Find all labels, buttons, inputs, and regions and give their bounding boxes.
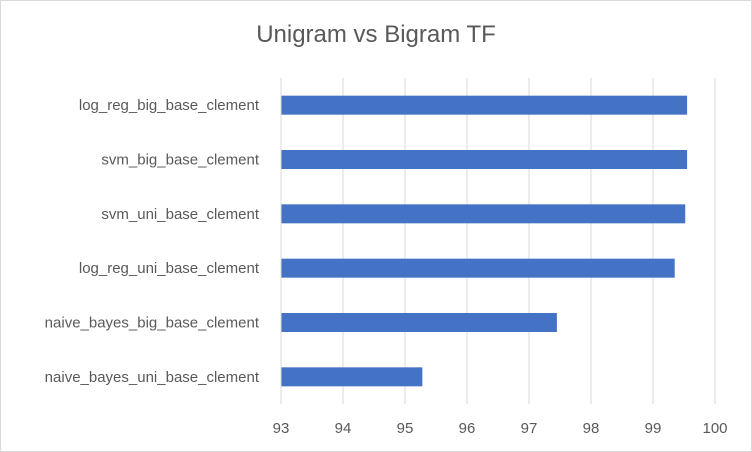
bar-svm_uni_base_clement (281, 204, 686, 224)
chart-title: Unigram vs Bigram TF (256, 21, 496, 48)
x-tick-label-96: 96 (459, 420, 476, 437)
x-tick-label-99: 99 (645, 420, 662, 437)
bar-svm_big_base_clement (281, 150, 688, 169)
y-tick-label-naive_bayes_big_base_clement: naive_bayes_big_base_clement (45, 315, 260, 332)
x-tick-label-97: 97 (521, 420, 538, 437)
x-tick-label-100: 100 (702, 420, 727, 437)
y-tick-label-svm_uni_base_clement: svm_uni_base_clement (101, 206, 259, 223)
x-tick-label-93: 93 (273, 420, 290, 437)
bar-naive_bayes_big_base_clement (281, 313, 557, 332)
y-tick-label-log_reg_uni_base_clement: log_reg_uni_base_clement (79, 260, 260, 277)
x-tick-label-98: 98 (583, 420, 600, 437)
bar-log_reg_big_base_clement (281, 95, 688, 115)
x-tick-label-94: 94 (335, 420, 352, 437)
x-tick-label-95: 95 (397, 420, 414, 437)
y-tick-label-log_reg_big_base_clement: log_reg_big_base_clement (79, 97, 260, 114)
bar-naive_bayes_uni_base_clement (281, 367, 423, 387)
y-tick-label-naive_bayes_uni_base_clement: naive_bayes_uni_base_clement (45, 369, 260, 386)
y-tick-label-svm_big_base_clement: svm_big_base_clement (101, 152, 259, 169)
bar-log_reg_uni_base_clement (281, 258, 675, 278)
